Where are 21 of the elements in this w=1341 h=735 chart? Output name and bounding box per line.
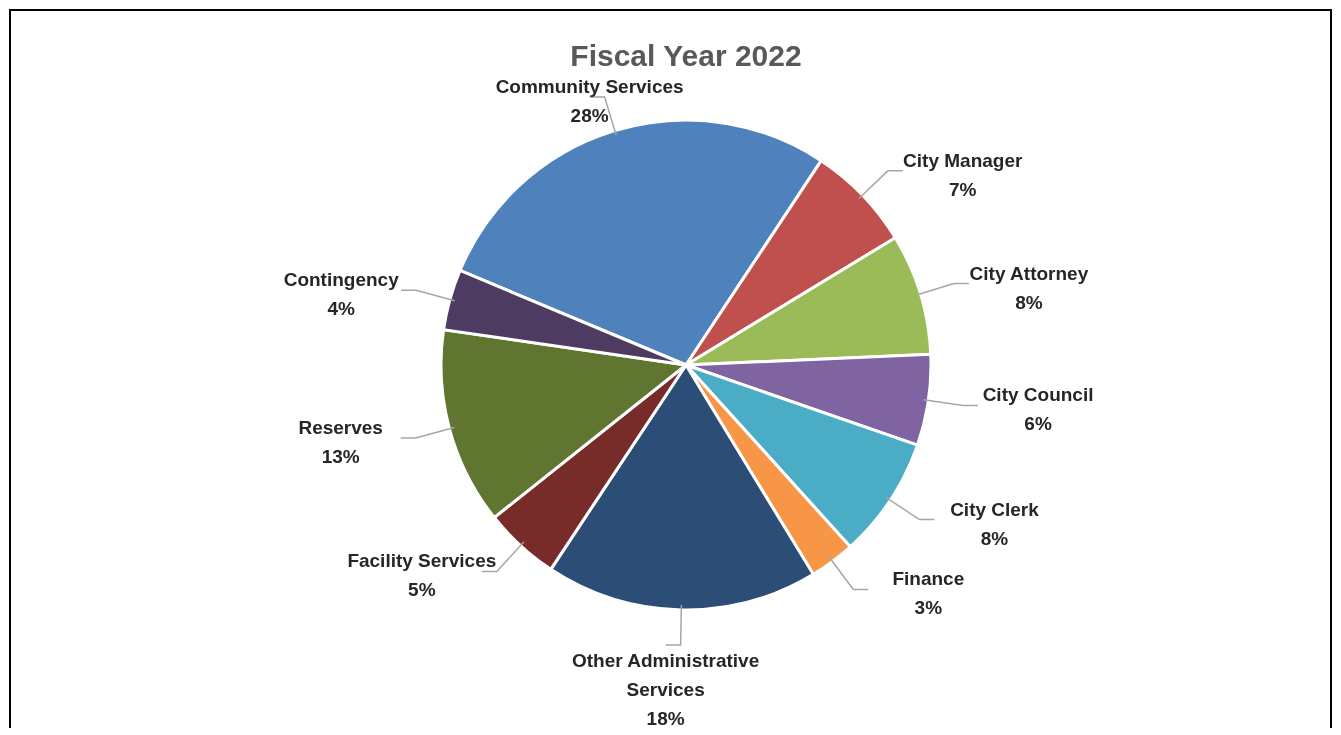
data-label: 8%: [1015, 291, 1043, 313]
data-label: 4%: [327, 298, 356, 320]
slice-label: Contingency: [283, 269, 400, 291]
slice-label: Other Administrative Services: [572, 649, 760, 700]
slice-label: City Manager: [903, 149, 1024, 171]
data-label: 13%: [321, 445, 360, 467]
data-label: 5%: [408, 579, 436, 601]
data-label: 18%: [646, 707, 685, 729]
data-label: 3%: [914, 597, 943, 619]
chart-title: Fiscal Year 2022: [570, 39, 802, 72]
data-label: 6%: [1024, 413, 1052, 435]
slice-label: City Clerk: [950, 498, 1040, 520]
slice-label: Reserves: [298, 416, 383, 438]
slice-label: City Attorney: [969, 262, 1089, 284]
data-label: 7%: [949, 178, 977, 200]
slice-label: Facility Services: [347, 550, 497, 572]
slice-label: Finance: [892, 568, 965, 590]
data-label: 8%: [980, 527, 1009, 549]
slice-label: City Council: [982, 384, 1094, 406]
slice-label: Community Services: [495, 76, 684, 98]
data-label: 28%: [570, 105, 609, 127]
